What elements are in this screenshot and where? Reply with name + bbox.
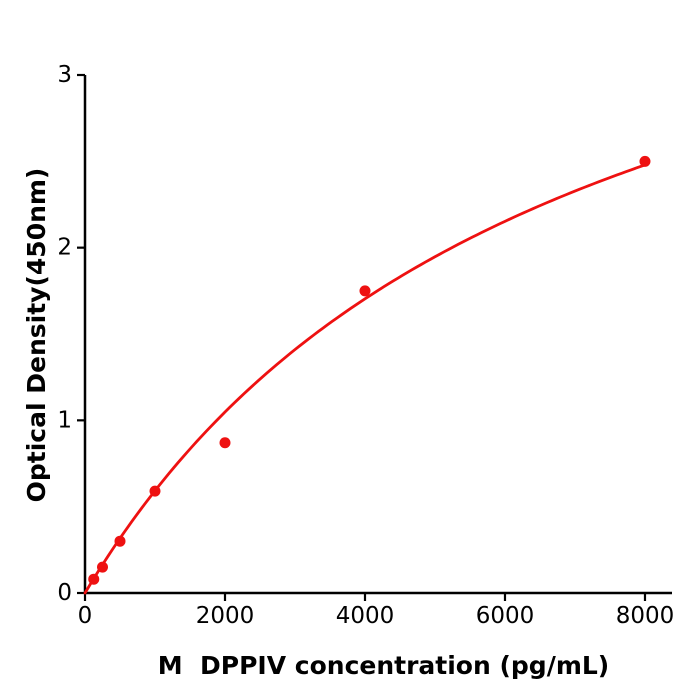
x-tick-label: 6000: [476, 603, 535, 629]
data-point: [149, 485, 161, 497]
y-tick-label: 2: [57, 235, 72, 261]
x-tick-label: 4000: [336, 603, 395, 629]
y-tick-label: 3: [57, 62, 72, 88]
x-axis-tick-labels: 0 2000 4000 6000 8000: [78, 603, 675, 629]
y-axis-tick-labels: 0 1 2 3: [57, 62, 72, 606]
data-point: [359, 285, 371, 297]
axes-spines: [83, 75, 672, 595]
y-tick-label: 0: [57, 580, 72, 606]
x-axis-title: M DPPIV concentration (pg/mL): [158, 651, 610, 680]
data-point: [639, 155, 651, 167]
data-point: [88, 573, 100, 585]
x-tick-label: 8000: [616, 603, 675, 629]
x-tick-label: 0: [78, 603, 93, 629]
y-axis-title: Optical Density(450nm): [22, 168, 51, 503]
fit-curve-line: [83, 163, 647, 595]
data-point: [219, 437, 231, 449]
y-axis-ticks: [77, 73, 85, 595]
data-point: [97, 561, 108, 573]
x-tick-label: 2000: [196, 603, 255, 629]
data-point: [114, 535, 126, 547]
y-tick-label: 1: [57, 407, 72, 433]
data-points: [88, 155, 651, 585]
